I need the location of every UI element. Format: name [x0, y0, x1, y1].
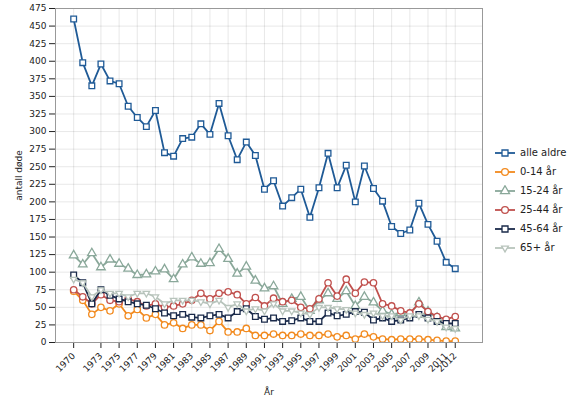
svg-text:0: 0	[41, 337, 47, 347]
svg-text:150: 150	[29, 232, 46, 242]
svg-text:1977: 1977	[117, 351, 140, 374]
svg-text:2011: 2011	[426, 350, 450, 374]
svg-text:475: 475	[29, 3, 46, 13]
svg-text:1970: 1970	[54, 351, 77, 374]
svg-text:1993: 1993	[263, 351, 286, 374]
html-text:45-64 år: 45-64 år	[520, 223, 563, 234]
svg-text:175: 175	[29, 214, 46, 224]
svg-text:2009: 2009	[408, 351, 431, 374]
svg-text:250: 250	[29, 162, 46, 172]
svg-text:År: År	[264, 386, 274, 397]
svg-text:antall døde: antall døde	[14, 150, 24, 201]
svg-text:300: 300	[29, 126, 46, 136]
html-text:15-24 år: 15-24 år	[520, 185, 563, 196]
svg-text:2007: 2007	[390, 351, 413, 374]
svg-text:2012: 2012	[435, 351, 458, 374]
svg-text:200: 200	[29, 197, 46, 207]
svg-text:1989: 1989	[226, 351, 249, 374]
svg-text:50: 50	[35, 302, 47, 312]
html-text:0-14 år: 0-14 år	[520, 166, 557, 177]
svg-text:325: 325	[29, 109, 46, 119]
svg-text:1995: 1995	[281, 351, 304, 374]
svg-text:1991: 1991	[245, 351, 268, 374]
svg-text:450: 450	[29, 21, 46, 31]
svg-text:1985: 1985	[190, 351, 213, 374]
svg-text:1987: 1987	[208, 351, 231, 374]
svg-text:1981: 1981	[154, 351, 177, 374]
svg-text:1975: 1975	[99, 351, 122, 374]
svg-text:275: 275	[29, 144, 46, 154]
svg-text:400: 400	[29, 56, 46, 66]
svg-text:1997: 1997	[299, 351, 322, 374]
svg-text:375: 375	[29, 74, 46, 84]
html-text:65+ år: 65+ år	[520, 242, 555, 253]
svg-text:125: 125	[29, 249, 46, 259]
svg-text:2001: 2001	[335, 351, 358, 374]
svg-text:75: 75	[35, 285, 46, 295]
html-text:25-44 år: 25-44 år	[520, 204, 563, 215]
svg-text:100: 100	[29, 267, 46, 277]
svg-text:2005: 2005	[372, 351, 395, 374]
svg-text:2003: 2003	[354, 351, 377, 374]
svg-text:425: 425	[29, 39, 46, 49]
svg-text:1999: 1999	[317, 351, 340, 374]
html-text:alle aldre: alle aldre	[520, 147, 567, 158]
svg-text:1973: 1973	[81, 351, 104, 374]
svg-text:350: 350	[29, 91, 46, 101]
svg-text:25: 25	[35, 320, 46, 330]
svg-text:1983: 1983	[172, 351, 195, 374]
svg-text:225: 225	[29, 179, 46, 189]
svg-text:1979: 1979	[136, 351, 159, 374]
